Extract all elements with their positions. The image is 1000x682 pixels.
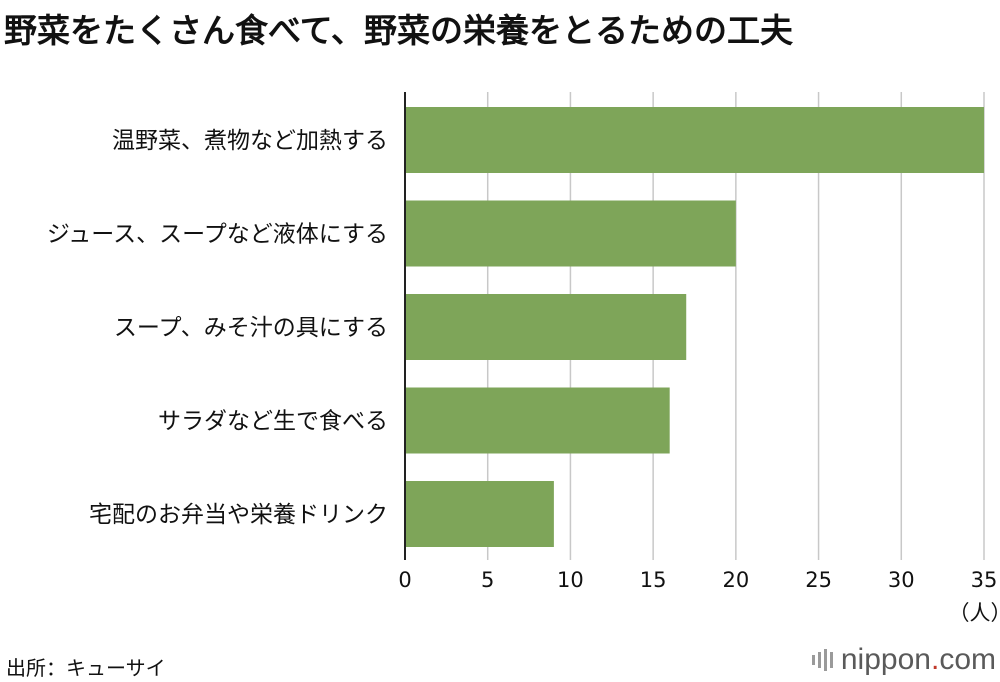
category-label: 宅配のお弁当や栄養ドリンク <box>89 502 388 528</box>
tick-label: 15 <box>640 568 667 592</box>
bar <box>405 200 736 267</box>
chart-title: 野菜をたくさん食べて、野菜の栄養をとるための工夫 <box>4 11 794 50</box>
bar-chart: 温野菜、煮物など加熱するジュース、スープなど液体にするスープ、みそ汁の具にするサ… <box>47 92 1000 625</box>
tick-label: 0 <box>398 568 411 592</box>
brand-dot: . <box>930 643 940 676</box>
tick-label: 10 <box>557 568 584 592</box>
tick-label: 35 <box>971 568 998 592</box>
tick-label: 25 <box>805 568 832 592</box>
bar <box>405 107 984 173</box>
brand-bars-icon <box>811 649 833 671</box>
category-label: ジュース、スープなど液体にする <box>47 222 388 248</box>
category-label: サラダなど生で食べる <box>158 409 388 435</box>
bar <box>405 481 554 547</box>
brand-prefix: nippon <box>840 643 931 676</box>
tick-label: 5 <box>481 568 494 592</box>
bars <box>405 107 984 547</box>
bar <box>405 387 670 454</box>
source-note: 出所：キューサイ <box>6 656 166 680</box>
brand-suffix: com <box>939 643 996 676</box>
category-labels: 温野菜、煮物など加熱するジュース、スープなど液体にするスープ、みそ汁の具にするサ… <box>47 128 388 528</box>
category-label: スープ、みそ汁の具にする <box>114 315 388 341</box>
unit-label: （人） <box>949 601 1000 625</box>
bar <box>405 294 687 360</box>
category-label: 温野菜、煮物など加熱する <box>112 128 388 154</box>
nippon-logo: nippon. com <box>811 643 996 677</box>
tick-label: 20 <box>722 568 749 592</box>
tick-labels: 0 5 10 15 20 25 30 35 （人） <box>398 568 1000 625</box>
tick-label: 30 <box>888 568 915 592</box>
